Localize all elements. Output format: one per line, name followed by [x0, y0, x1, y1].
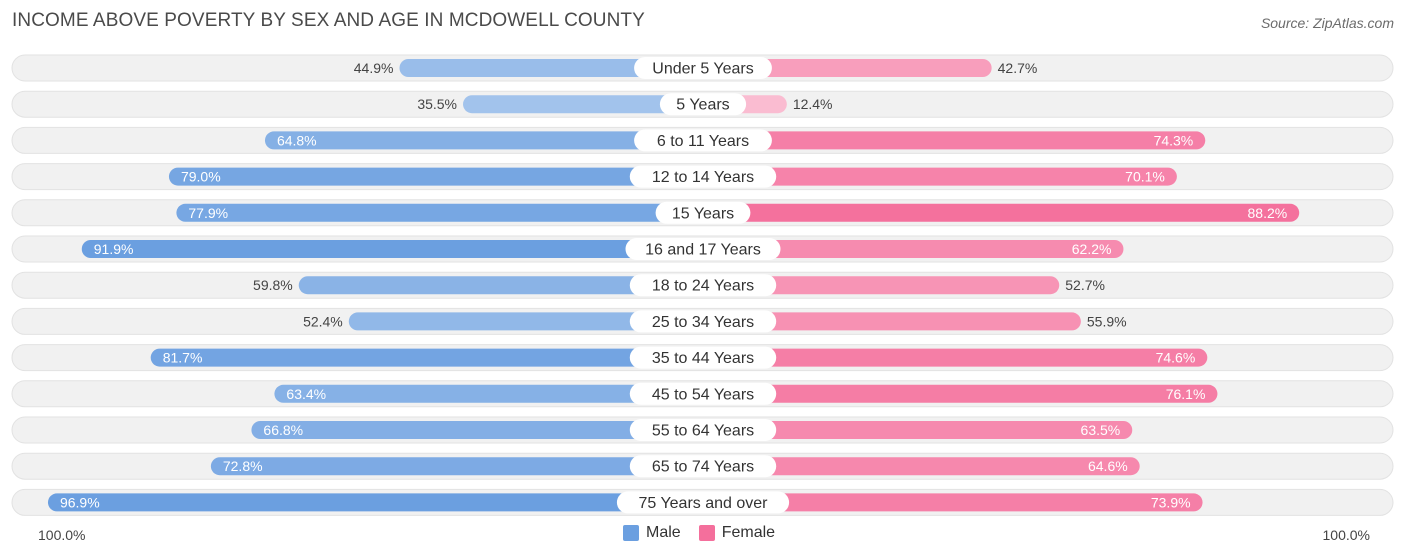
legend-label-female: Female	[721, 524, 776, 541]
value-label-female: 12.4%	[793, 96, 833, 112]
bar-male	[168, 167, 703, 186]
bar-male	[298, 276, 703, 295]
bar-female	[703, 240, 1124, 258]
value-label-male: 91.9%	[94, 241, 134, 257]
bar-female	[703, 312, 1081, 331]
category-label: 15 Years	[672, 205, 734, 222]
bar-female	[703, 131, 1206, 150]
value-label-male: 81.7%	[163, 350, 203, 366]
bar-female	[703, 59, 992, 77]
value-label-female: 74.6%	[1156, 350, 1196, 366]
value-label-female: 62.2%	[1072, 241, 1112, 257]
category-label: 55 to 64 Years	[652, 423, 754, 440]
category-label: Under 5 Years	[652, 61, 753, 78]
value-label-male: 52.4%	[303, 313, 343, 329]
category-label: 25 to 34 Years	[652, 314, 754, 331]
bar-male	[348, 312, 703, 331]
value-label-female: 63.5%	[1081, 422, 1121, 438]
legend: Male Female	[623, 524, 793, 542]
value-label-male: 96.9%	[60, 494, 100, 510]
value-label-female: 74.3%	[1154, 132, 1194, 148]
category-pill	[655, 201, 751, 224]
category-label: 18 to 24 Years	[652, 278, 754, 295]
value-label-male: 79.0%	[181, 169, 221, 185]
category-pill	[629, 274, 777, 297]
bar-male	[251, 421, 703, 439]
bar-male	[150, 348, 703, 367]
bar-male	[81, 240, 704, 258]
bar-male	[274, 384, 703, 403]
category-pill	[629, 419, 777, 441]
value-label-male: 63.4%	[286, 386, 326, 402]
value-label-female: 70.1%	[1125, 169, 1165, 185]
value-label-male: 66.8%	[263, 422, 303, 438]
category-label: 16 and 17 Years	[645, 242, 761, 259]
value-label-female: 52.7%	[1065, 277, 1105, 293]
bar-female	[703, 348, 1208, 367]
category-pill	[625, 238, 781, 260]
bar-chart: 44.9% 42.7% Under 5 Years 35.5% 12.4% 5 Years…	[11, 54, 1394, 516]
bar-female	[703, 276, 1060, 295]
category-label: 45 to 54 Years	[652, 386, 754, 403]
bar-male	[210, 457, 703, 476]
bar-female	[703, 167, 1177, 186]
chart-title: INCOME ABOVE POVERTY BY SEX AND AGE IN M…	[12, 10, 645, 31]
value-label-female: 76.1%	[1166, 386, 1206, 402]
category-label: 12 to 14 Years	[652, 169, 754, 186]
source-label: Source: ZipAtlas.com	[1260, 15, 1394, 31]
legend-label-male: Male	[646, 524, 681, 541]
value-label-female: 88.2%	[1248, 205, 1288, 221]
legend-swatch-male	[623, 525, 639, 541]
category-label: 5 Years	[676, 97, 729, 114]
value-label-male: 59.8%	[253, 277, 293, 293]
bar-female	[703, 421, 1133, 439]
bar-male	[47, 493, 704, 512]
legend-item-female[interactable]: Female	[698, 524, 776, 542]
bar-female	[703, 203, 1300, 222]
value-label-male: 35.5%	[417, 96, 457, 112]
bar-female	[703, 493, 1203, 512]
axis-right-label: 100.0%	[1322, 527, 1370, 543]
category-label: 65 to 74 Years	[652, 459, 754, 476]
value-label-male: 77.9%	[188, 205, 228, 221]
category-pill	[629, 346, 777, 369]
legend-swatch-female	[698, 525, 715, 541]
bar-female	[703, 457, 1140, 476]
category-pill	[634, 57, 772, 79]
value-label-female: 55.9%	[1087, 313, 1127, 329]
legend-item-male[interactable]: Male	[623, 524, 681, 542]
value-label-male: 64.8%	[277, 132, 317, 148]
category-label: 35 to 44 Years	[652, 350, 754, 367]
value-label-female: 64.6%	[1088, 458, 1128, 474]
value-label-female: 73.9%	[1151, 494, 1191, 510]
category-pill	[659, 93, 747, 116]
value-label-male: 72.8%	[223, 458, 263, 474]
category-pill	[634, 129, 772, 152]
category-pill	[629, 165, 777, 188]
bar-male	[176, 203, 703, 222]
category-label: 75 Years and over	[639, 495, 769, 512]
category-pill	[629, 382, 777, 405]
bar-male	[463, 95, 703, 114]
category-pill	[616, 491, 790, 514]
bar-male	[264, 131, 703, 150]
bar-female	[703, 384, 1218, 403]
axis-left-label: 100.0%	[38, 527, 86, 543]
category-pill	[629, 310, 777, 333]
category-pill	[629, 455, 777, 478]
bar-male	[399, 59, 703, 77]
value-label-female: 42.7%	[998, 60, 1038, 76]
value-label-male: 44.9%	[354, 60, 394, 76]
category-label: 6 to 11 Years	[657, 133, 749, 150]
